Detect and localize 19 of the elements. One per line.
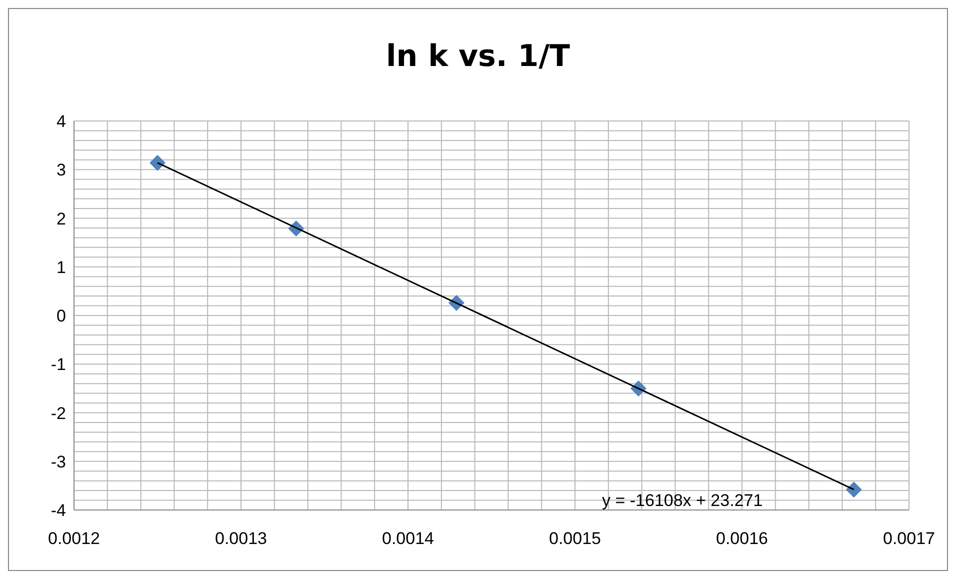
- y-tick-label: -4: [50, 501, 66, 520]
- x-tick-label: 0.0016: [716, 529, 768, 548]
- point: [150, 154, 166, 171]
- y-tick-label: 4: [56, 112, 66, 132]
- annotation: y = -16108x + 23.271: [602, 491, 763, 511]
- y-tick-label: 2: [56, 209, 66, 228]
- x-tick-label: 0.0012: [48, 529, 100, 548]
- y-tick-label: 0: [56, 306, 66, 326]
- x-tick-label: 0.0017: [883, 529, 935, 548]
- chart-title: ln k vs. 1/T: [384, 39, 572, 74]
- x-tick-label: 0.0014: [382, 529, 434, 548]
- x-tick-label: 0.0015: [549, 529, 601, 548]
- x-tick-label: 0.0013: [215, 529, 267, 548]
- y-tick-label: -1: [50, 355, 66, 374]
- y-tick-label: 3: [56, 160, 66, 180]
- y-tick-label: -3: [50, 452, 66, 472]
- point: [846, 482, 862, 498]
- y-tick-label: 1: [56, 258, 66, 277]
- y-tick-label: -2: [50, 404, 66, 423]
